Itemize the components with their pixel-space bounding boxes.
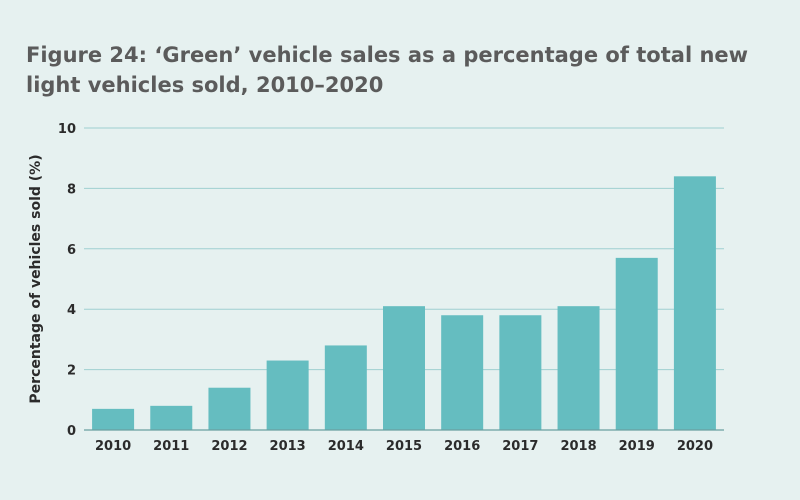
x-tick-label: 2015 [386, 439, 422, 454]
y-tick-label: 8 [67, 182, 76, 197]
y-tick-label: 0 [67, 424, 76, 439]
bar-2019 [615, 257, 658, 430]
bar-2010 [92, 408, 135, 430]
x-tick-label: 2014 [328, 439, 364, 454]
x-tick-label: 2011 [153, 439, 189, 454]
x-tick-label: 2020 [677, 439, 713, 454]
bar-2014 [324, 345, 367, 430]
bar-2020 [673, 176, 716, 430]
x-tick-labels: 2010 2011 2012 2013 2014 2015 2016 2017 2018 2019… [95, 439, 713, 454]
x-tick-label: 2019 [619, 439, 655, 454]
x-tick-label: 2010 [95, 439, 131, 454]
bars [92, 176, 716, 430]
bar-2018 [557, 306, 600, 430]
x-tick-label: 2017 [502, 439, 538, 454]
y-tick-label: 2 [67, 364, 76, 379]
y-tick-label: 4 [67, 303, 76, 318]
x-tick-label: 2016 [444, 439, 480, 454]
y-tick-labels: 0 2 4 6 8 10 [58, 122, 76, 439]
y-tick-label: 10 [58, 122, 76, 137]
x-tick-label: 2013 [270, 439, 306, 454]
bar-2017 [499, 315, 542, 430]
y-axis-title: Percentage of vehicles sold (%) [28, 154, 44, 403]
bar-2016 [441, 315, 484, 430]
bar-2011 [150, 405, 193, 430]
y-tick-label: 6 [67, 243, 76, 258]
x-tick-label: 2018 [560, 439, 596, 454]
bar-2015 [383, 306, 425, 430]
x-tick-label: 2012 [211, 439, 247, 454]
chart-title: Figure 24: ‘Green’ vehicle sales as a pe… [26, 43, 749, 97]
bar-2013 [266, 360, 309, 430]
bar-2012 [208, 387, 251, 430]
